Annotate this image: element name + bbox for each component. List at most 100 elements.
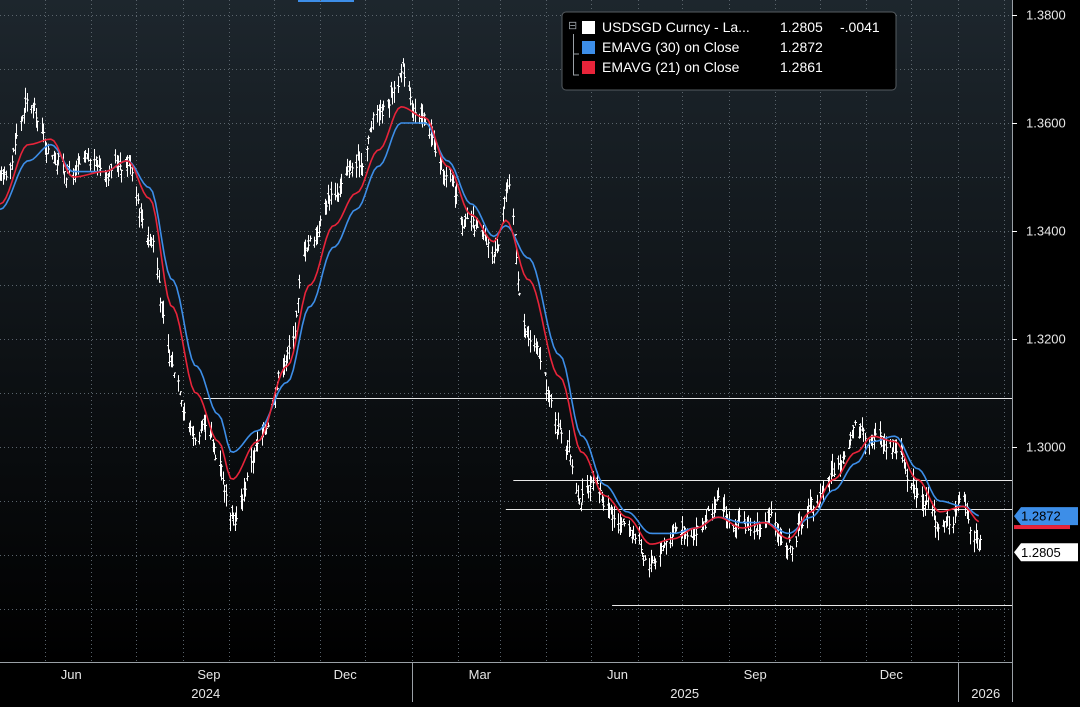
ohlc-bar bbox=[277, 370, 280, 379]
ohlc-bar bbox=[759, 524, 762, 537]
ohlc-bar bbox=[162, 300, 165, 324]
ohlc-bar bbox=[611, 506, 614, 531]
ohlc-bar bbox=[285, 355, 288, 372]
ohlc-bar bbox=[192, 425, 195, 447]
legend-name: EMAVG (30) on Close bbox=[602, 39, 740, 55]
ohlc-bar bbox=[487, 237, 490, 258]
ohlc-bar bbox=[843, 451, 846, 460]
ohlc-bar bbox=[559, 419, 562, 430]
ohlc-bar bbox=[337, 193, 340, 202]
ohlc-bar bbox=[56, 159, 59, 175]
ohlc-bar bbox=[135, 186, 138, 206]
price-tag-box bbox=[1014, 543, 1078, 562]
ohlc-bar bbox=[304, 239, 307, 262]
ohlc-bar bbox=[842, 451, 845, 464]
legend-name: EMAVG (21) on Close bbox=[602, 59, 740, 75]
ohlc-bar bbox=[9, 162, 12, 180]
ohlc-bar bbox=[393, 80, 396, 103]
ohlc-bar bbox=[473, 225, 476, 237]
ohlc-bar bbox=[179, 391, 182, 396]
ohlc-bar bbox=[493, 253, 496, 264]
ohlc-bar bbox=[11, 155, 14, 170]
ohlc-bar bbox=[527, 325, 530, 347]
ohlc-bar bbox=[307, 234, 310, 251]
ohlc-bar bbox=[414, 98, 417, 123]
ohlc-bar bbox=[644, 555, 647, 561]
ohlc-bar bbox=[862, 427, 865, 442]
ohlc-bar bbox=[770, 501, 773, 517]
legend-item: EMAVG (30) on Close 1.2872 bbox=[582, 39, 823, 55]
ohlc-bar bbox=[948, 516, 951, 535]
ohlc-bar bbox=[234, 512, 237, 531]
ohlc-bar bbox=[110, 163, 113, 179]
ohlc-bar bbox=[533, 335, 536, 352]
ohlc-bar bbox=[774, 512, 777, 536]
ohlc-bar bbox=[328, 195, 331, 211]
ohlc-bar bbox=[508, 174, 511, 190]
ohlc-bar bbox=[319, 215, 322, 227]
ohlc-bar bbox=[901, 445, 904, 463]
ohlc-bar bbox=[557, 412, 560, 435]
top-scroll-marker bbox=[298, 0, 354, 2]
ohlc-bar bbox=[810, 496, 813, 513]
ohlc-bar bbox=[548, 390, 551, 407]
ohlc-bar bbox=[632, 525, 635, 540]
ohlc-bar bbox=[283, 354, 286, 375]
ohlc-bar bbox=[220, 463, 223, 481]
ohlc-bar bbox=[93, 148, 96, 171]
ohlc-bar bbox=[171, 351, 174, 368]
ohlc-bar bbox=[791, 546, 794, 562]
ohlc-bar bbox=[313, 236, 316, 248]
ohlc-bar bbox=[5, 170, 8, 181]
ohlc-bar bbox=[382, 100, 385, 111]
price-tags: 1.2872 1.2805 bbox=[1014, 507, 1078, 562]
ohlc-bar bbox=[177, 375, 180, 392]
ohlc-bar bbox=[648, 557, 651, 578]
ohlc-bar bbox=[524, 328, 527, 339]
ohlc-bar bbox=[131, 166, 134, 182]
legend-swatch bbox=[582, 21, 595, 34]
ohlc-bar bbox=[445, 166, 448, 188]
ohlc-bar bbox=[717, 487, 720, 499]
x-axis: Jun Sep Dec Mar Jun Sep Dec 2024 2025 2026 bbox=[0, 662, 1012, 702]
ohlc-bar bbox=[87, 147, 90, 162]
ohlc-bar bbox=[173, 372, 176, 379]
ohlc-bar bbox=[589, 475, 592, 502]
ohlc-bar bbox=[523, 313, 526, 338]
ohlc-bar bbox=[376, 105, 379, 123]
ohlc-bar bbox=[158, 269, 161, 283]
price-tag-label: 1.2805 bbox=[1021, 545, 1061, 560]
ohlc-bar bbox=[265, 427, 268, 435]
legend-value: 1.2805 bbox=[780, 19, 823, 35]
ohlc-bar bbox=[225, 484, 228, 507]
ohlc-bar bbox=[587, 485, 590, 499]
y-tick-label: 1.3400 bbox=[1026, 224, 1066, 239]
price-bars bbox=[0, 58, 982, 578]
ohlc-bar bbox=[693, 528, 696, 541]
ohlc-bar bbox=[105, 171, 108, 187]
ohlc-bar bbox=[201, 419, 204, 431]
legend-name: USDSGD Curncy - La... bbox=[602, 19, 750, 35]
ohlc-bar bbox=[620, 517, 623, 533]
timeline-background bbox=[0, 662, 1012, 702]
ohlc-bar bbox=[634, 533, 637, 544]
ohlc-bar bbox=[355, 154, 358, 178]
ohlc-bar bbox=[443, 170, 446, 186]
ohlc-bar bbox=[536, 341, 539, 356]
ohlc-bar bbox=[833, 462, 836, 478]
ohlc-bar bbox=[309, 235, 312, 242]
ohlc-bar bbox=[590, 477, 593, 484]
x-tick-label: Sep bbox=[744, 667, 767, 682]
y-axis: 1.3800 1.3600 1.3400 1.3200 1.3000 bbox=[1012, 0, 1066, 702]
ohlc-bar bbox=[388, 99, 391, 118]
ohlc-bar bbox=[222, 471, 225, 485]
ohlc-bar bbox=[246, 472, 249, 482]
ohlc-bar bbox=[466, 207, 469, 220]
ohlc-bar bbox=[852, 425, 855, 439]
ohlc-bar bbox=[518, 292, 521, 296]
ohlc-bar bbox=[397, 76, 400, 94]
ohlc-bar bbox=[967, 509, 970, 524]
x-tick-label: Jun bbox=[607, 667, 628, 682]
ohlc-bar bbox=[120, 169, 123, 183]
ohlc-bar bbox=[544, 372, 547, 376]
